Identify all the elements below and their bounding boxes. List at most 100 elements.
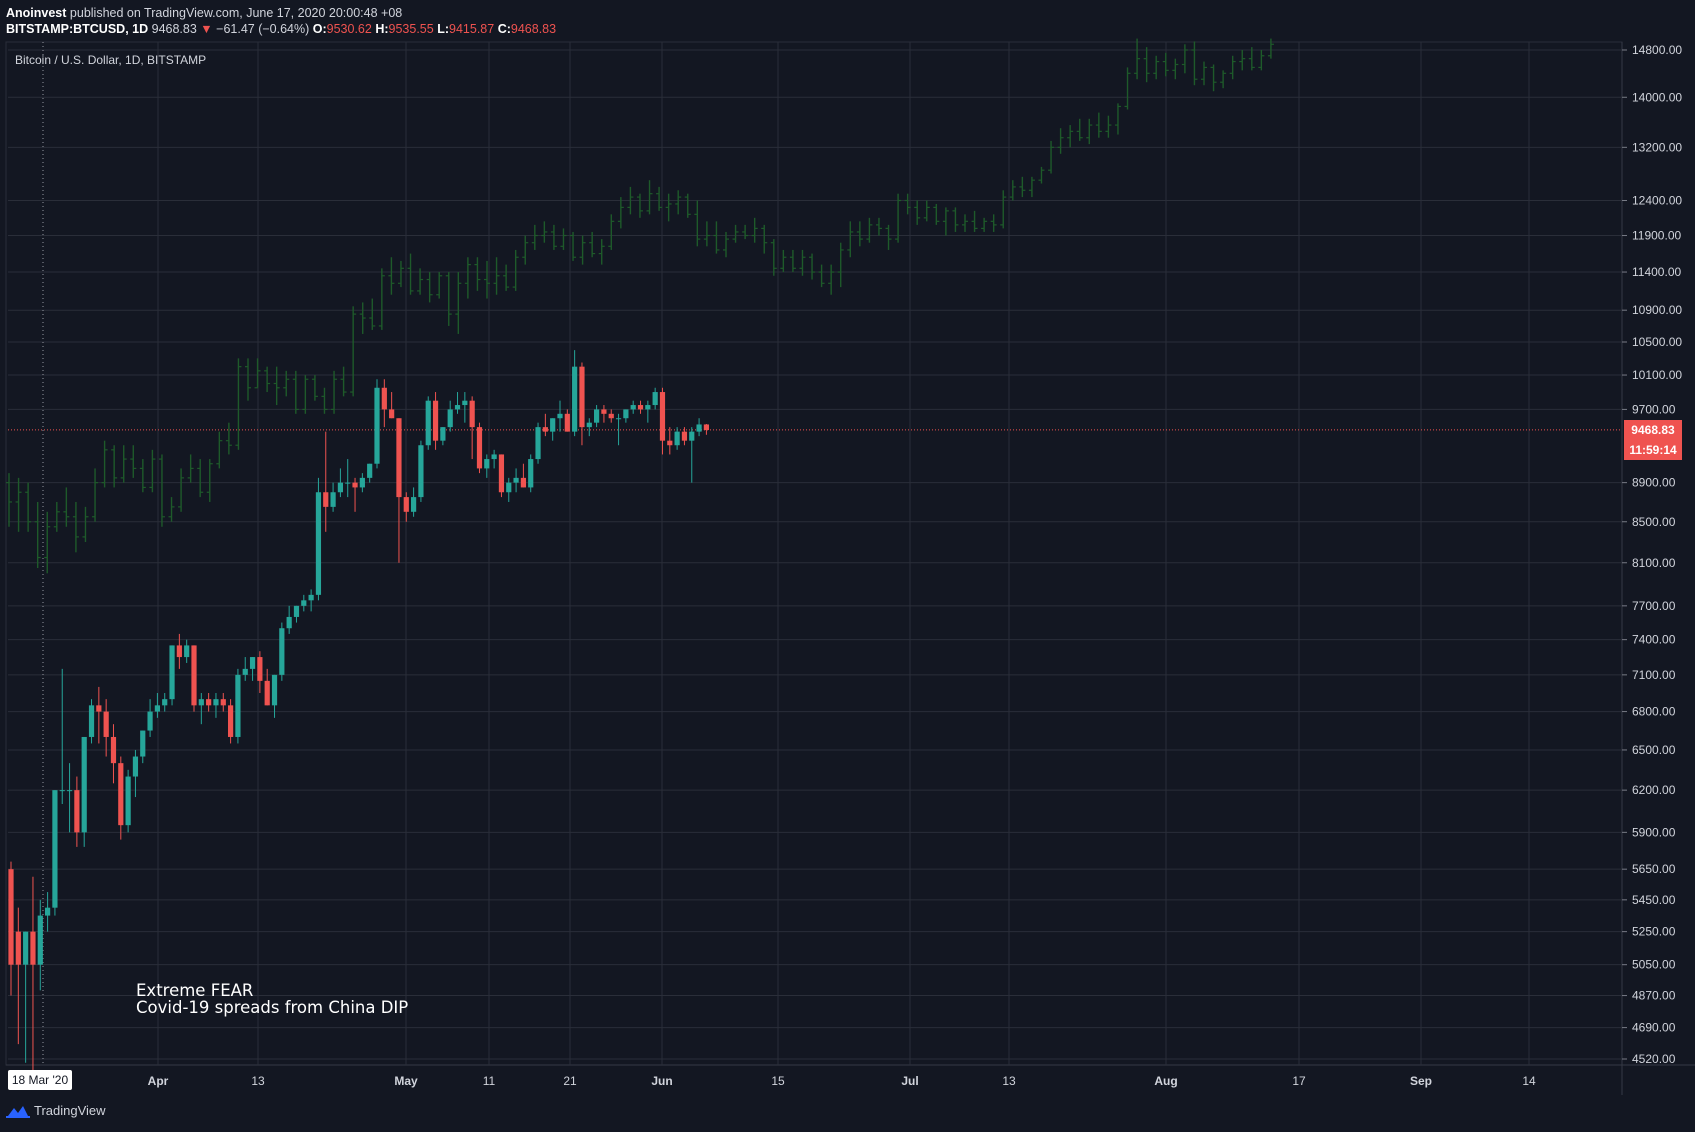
projection-bar <box>1258 50 1265 71</box>
projection-bar <box>723 231 729 258</box>
candle-body <box>279 628 285 675</box>
candle-body <box>659 392 666 441</box>
candle-body <box>301 600 307 606</box>
projection-bar <box>732 224 739 243</box>
projection-bar <box>1000 190 1007 229</box>
candle <box>498 454 505 498</box>
candle-body <box>572 366 578 432</box>
projection-bar <box>1153 55 1160 80</box>
candle <box>703 424 709 435</box>
projection-bar <box>837 242 844 288</box>
candle-body <box>271 674 278 706</box>
tradingview-brand[interactable]: TradingView <box>6 1103 106 1118</box>
candle-body <box>337 482 343 493</box>
projection-bar <box>321 387 328 414</box>
candle <box>45 892 51 932</box>
x-tick-label: Jun <box>651 1074 672 1088</box>
candle <box>542 413 548 437</box>
projection-bar <box>388 257 395 295</box>
projection-bar <box>1229 55 1236 80</box>
projection-bar <box>665 193 672 222</box>
candle <box>66 763 73 833</box>
projection-bar <box>560 228 567 250</box>
candle <box>301 594 307 612</box>
projection-bar <box>856 221 863 247</box>
candle-body <box>579 366 585 428</box>
projection-bar <box>445 272 452 326</box>
y-tick-label: 14800.00 <box>1632 43 1682 57</box>
projection-bar <box>72 501 79 553</box>
projection-bar <box>197 459 204 498</box>
candle <box>213 693 219 718</box>
candle-body <box>513 477 519 483</box>
candle <box>389 392 395 419</box>
projection-bar <box>139 459 146 493</box>
candle <box>462 392 468 423</box>
candle <box>271 674 278 718</box>
candle-body <box>308 594 314 601</box>
candle <box>30 876 36 1073</box>
projection-bar <box>1143 47 1150 83</box>
candle-body <box>140 730 146 757</box>
x-tick-label: 21 <box>563 1074 577 1088</box>
plot-frame <box>5 41 1623 1066</box>
projection-bar <box>550 224 557 250</box>
price-axis: 4520.00 4690.00 4870.00 5050.00 5250.00 5450.… <box>1622 43 1682 1066</box>
projection-bar <box>1019 176 1026 198</box>
candle <box>637 400 644 414</box>
candle-body <box>293 605 300 617</box>
candle <box>162 693 168 712</box>
candle-body <box>330 492 336 507</box>
candle <box>176 633 182 669</box>
candle-body <box>74 790 80 833</box>
candle-body <box>242 668 248 675</box>
open-value: 9530.62 <box>326 22 372 36</box>
projection-bar <box>426 272 433 303</box>
author-name[interactable]: Anoinvest <box>6 6 67 20</box>
symbol-label[interactable]: BITSTAMP:BTCUSD, 1D <box>6 22 149 36</box>
projection-bar <box>493 257 500 295</box>
price-change: −61.47 (−0.64%) <box>216 22 310 36</box>
projection-bar <box>53 501 60 532</box>
annotation-line1: Extreme FEAR <box>136 981 254 1000</box>
candle <box>37 899 43 991</box>
candle-body <box>15 931 21 965</box>
projection-bar <box>130 445 137 478</box>
projection-bar <box>1038 166 1045 184</box>
projection-bar <box>1124 67 1131 110</box>
candle <box>220 693 226 712</box>
candle-body <box>30 931 36 965</box>
projection-bar <box>254 358 261 389</box>
projection-bar <box>225 422 232 455</box>
projection-bar <box>484 260 490 299</box>
candle-body <box>352 482 358 488</box>
candle <box>425 396 431 450</box>
projection-bar <box>82 506 89 543</box>
candle <box>513 468 519 493</box>
candle-body <box>8 869 14 965</box>
projection-bar <box>895 193 902 243</box>
candle <box>286 605 292 634</box>
y-tick-label: 7400.00 <box>1632 633 1676 647</box>
candle <box>74 776 80 847</box>
candle-body <box>103 711 109 737</box>
projection-bar <box>751 217 758 243</box>
candle-body <box>198 699 204 706</box>
projection-bar <box>25 482 32 532</box>
projection-bar <box>904 193 911 215</box>
publish-line: Anoinvest published on TradingView.com, … <box>6 5 556 21</box>
projection-bar <box>1191 41 1198 86</box>
candle-body <box>345 482 351 484</box>
candle <box>652 387 658 410</box>
projection-bar <box>818 264 825 288</box>
candle-body <box>454 405 461 410</box>
projection-bar <box>474 257 481 291</box>
candle <box>8 861 14 996</box>
candle-body <box>132 756 139 777</box>
projection-bar <box>1220 70 1227 89</box>
y-tick-label: 14000.00 <box>1632 90 1682 104</box>
candle-body <box>249 657 256 669</box>
y-tick-label: 5650.00 <box>1632 862 1676 876</box>
projection-bar <box>1248 47 1255 71</box>
